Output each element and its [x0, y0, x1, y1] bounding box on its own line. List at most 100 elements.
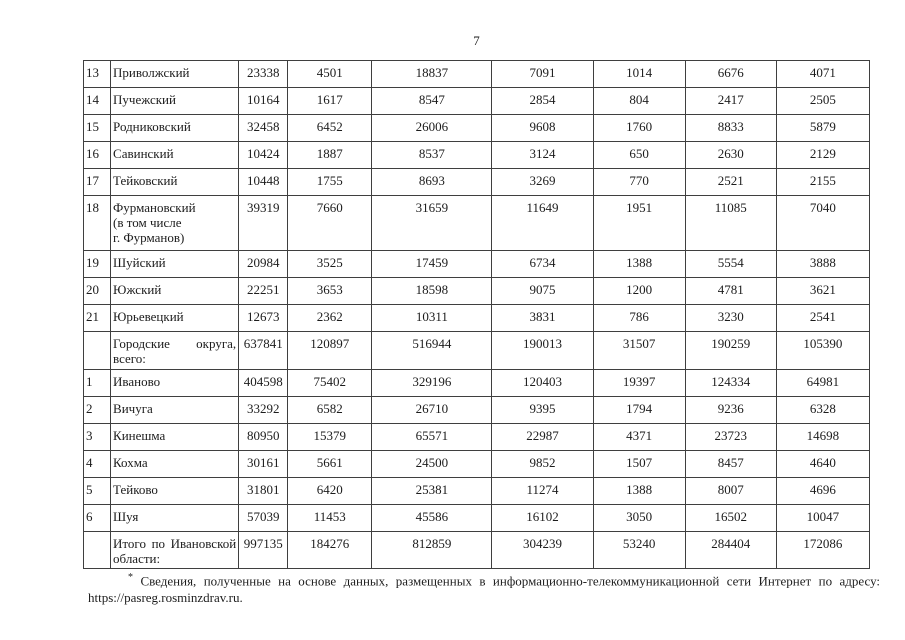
value-cell: 6328 [775, 396, 871, 424]
district-name-cell: Приволжский [110, 60, 240, 88]
row-number-cell: 21 [82, 304, 112, 332]
value-cell: 9608 [491, 114, 594, 142]
value-cell: 6734 [491, 250, 594, 278]
row-number-cell [82, 531, 112, 569]
table-row: 1 Иваново 404598 75402 329196 120403 19397 1243… [82, 369, 871, 397]
value-cell: 17459 [371, 250, 493, 278]
row-number-cell: 14 [82, 87, 112, 115]
value-cell: 812859 [371, 531, 493, 569]
district-name-cell: Шуйский [110, 250, 240, 278]
value-cell: 33292 [238, 396, 289, 424]
value-cell: 9852 [491, 450, 594, 478]
value-cell: 26006 [371, 114, 493, 142]
value-cell: 10311 [371, 304, 493, 332]
value-cell: 4501 [287, 60, 373, 88]
value-cell: 10424 [238, 141, 289, 169]
table-row: Итого по Ивановской области: 997135 184276… [82, 531, 871, 569]
value-cell: 10448 [238, 168, 289, 196]
row-number-cell: 18 [82, 195, 112, 251]
value-cell: 2505 [775, 87, 871, 115]
table-row: 17 Тейковский 10448 1755 8693 3269 770 2521 2155 [82, 168, 871, 196]
value-cell: 4781 [684, 277, 777, 305]
value-cell: 7091 [491, 60, 594, 88]
value-cell: 516944 [371, 331, 493, 370]
row-number-cell: 13 [82, 60, 112, 88]
district-name-cell: Фурмановский (в том числе г. Фурманов) [110, 195, 240, 251]
table-row: 3 Кинешма 80950 15379 65571 22987 4371 23723 146… [82, 423, 871, 451]
district-name-cell: Шуя [110, 504, 240, 532]
value-cell: 2417 [684, 87, 777, 115]
value-cell: 45586 [371, 504, 493, 532]
value-cell: 57039 [238, 504, 289, 532]
footnote-url: https://pasreg.rosminzdrav.ru. [88, 590, 243, 606]
table-row: Городские округа, всего: 637841 120897 5169… [82, 331, 871, 370]
table-row: 15 Родниковский 32458 6452 26006 9608 1760 8833… [82, 114, 871, 142]
value-cell: 22987 [491, 423, 594, 451]
value-cell: 5879 [775, 114, 871, 142]
value-cell: 1794 [592, 396, 686, 424]
value-cell: 10047 [775, 504, 871, 532]
district-name-cell: Савинский [110, 141, 240, 169]
footnote-marker: * [128, 572, 133, 583]
value-cell: 3050 [592, 504, 686, 532]
table-row: 13 Приволжский 23338 4501 18837 7091 1014 6676 4… [82, 60, 871, 88]
value-cell: 1200 [592, 277, 686, 305]
value-cell: 3230 [684, 304, 777, 332]
value-cell: 32458 [238, 114, 289, 142]
table-row: 18 Фурмановский (в том числе г. Фурманов)… [82, 195, 871, 251]
row-number-cell: 15 [82, 114, 112, 142]
data-table: 13 Приволжский 23338 4501 18837 7091 1014 6676 4… [82, 60, 871, 569]
value-cell: 23338 [238, 60, 289, 88]
value-cell: 6420 [287, 477, 373, 505]
value-cell: 329196 [371, 369, 493, 397]
district-name-cell: Вичуга [110, 396, 240, 424]
value-cell: 3124 [491, 141, 594, 169]
district-name-cell: Тейковский [110, 168, 240, 196]
value-cell: 8457 [684, 450, 777, 478]
table-body: 13 Приволжский 23338 4501 18837 7091 1014 6676 4… [82, 60, 871, 569]
value-cell: 637841 [238, 331, 289, 370]
value-cell: 4640 [775, 450, 871, 478]
table-row: 16 Савинский 10424 1887 8537 3124 650 2630 2129 [82, 141, 871, 169]
district-name-cell: Южский [110, 277, 240, 305]
table-row: 21 Юрьевецкий 12673 2362 10311 3831 786 3230 254… [82, 304, 871, 332]
value-cell: 22251 [238, 277, 289, 305]
value-cell: 2521 [684, 168, 777, 196]
value-cell: 786 [592, 304, 686, 332]
value-cell: 11274 [491, 477, 594, 505]
table-row: 20 Южский 22251 3653 18598 9075 1200 4781 3621 [82, 277, 871, 305]
value-cell: 15379 [287, 423, 373, 451]
value-cell: 18598 [371, 277, 493, 305]
district-name-cell: Кохма [110, 450, 240, 478]
value-cell: 25381 [371, 477, 493, 505]
value-cell: 120897 [287, 331, 373, 370]
value-cell: 3269 [491, 168, 594, 196]
value-cell: 804 [592, 87, 686, 115]
row-number-cell: 4 [82, 450, 112, 478]
value-cell: 31507 [592, 331, 686, 370]
value-cell: 10164 [238, 87, 289, 115]
row-number-cell: 2 [82, 396, 112, 424]
value-cell: 16102 [491, 504, 594, 532]
table-row: 5 Тейково 31801 6420 25381 11274 1388 8007 4696 [82, 477, 871, 505]
value-cell: 1951 [592, 195, 686, 251]
row-number-cell: 6 [82, 504, 112, 532]
row-number-cell: 20 [82, 277, 112, 305]
value-cell: 2362 [287, 304, 373, 332]
value-cell: 4071 [775, 60, 871, 88]
value-cell: 3831 [491, 304, 594, 332]
value-cell: 64981 [775, 369, 871, 397]
value-cell: 997135 [238, 531, 289, 569]
value-cell: 284404 [684, 531, 777, 569]
value-cell: 1755 [287, 168, 373, 196]
value-cell: 20984 [238, 250, 289, 278]
value-cell: 5661 [287, 450, 373, 478]
district-name-cell: Пучежский [110, 87, 240, 115]
district-name-cell: Родниковский [110, 114, 240, 142]
value-cell: 11085 [684, 195, 777, 251]
district-name-cell: Итого по Ивановской области: [110, 531, 240, 569]
district-name-cell: Юрьевецкий [110, 304, 240, 332]
value-cell: 9236 [684, 396, 777, 424]
value-cell: 19397 [592, 369, 686, 397]
